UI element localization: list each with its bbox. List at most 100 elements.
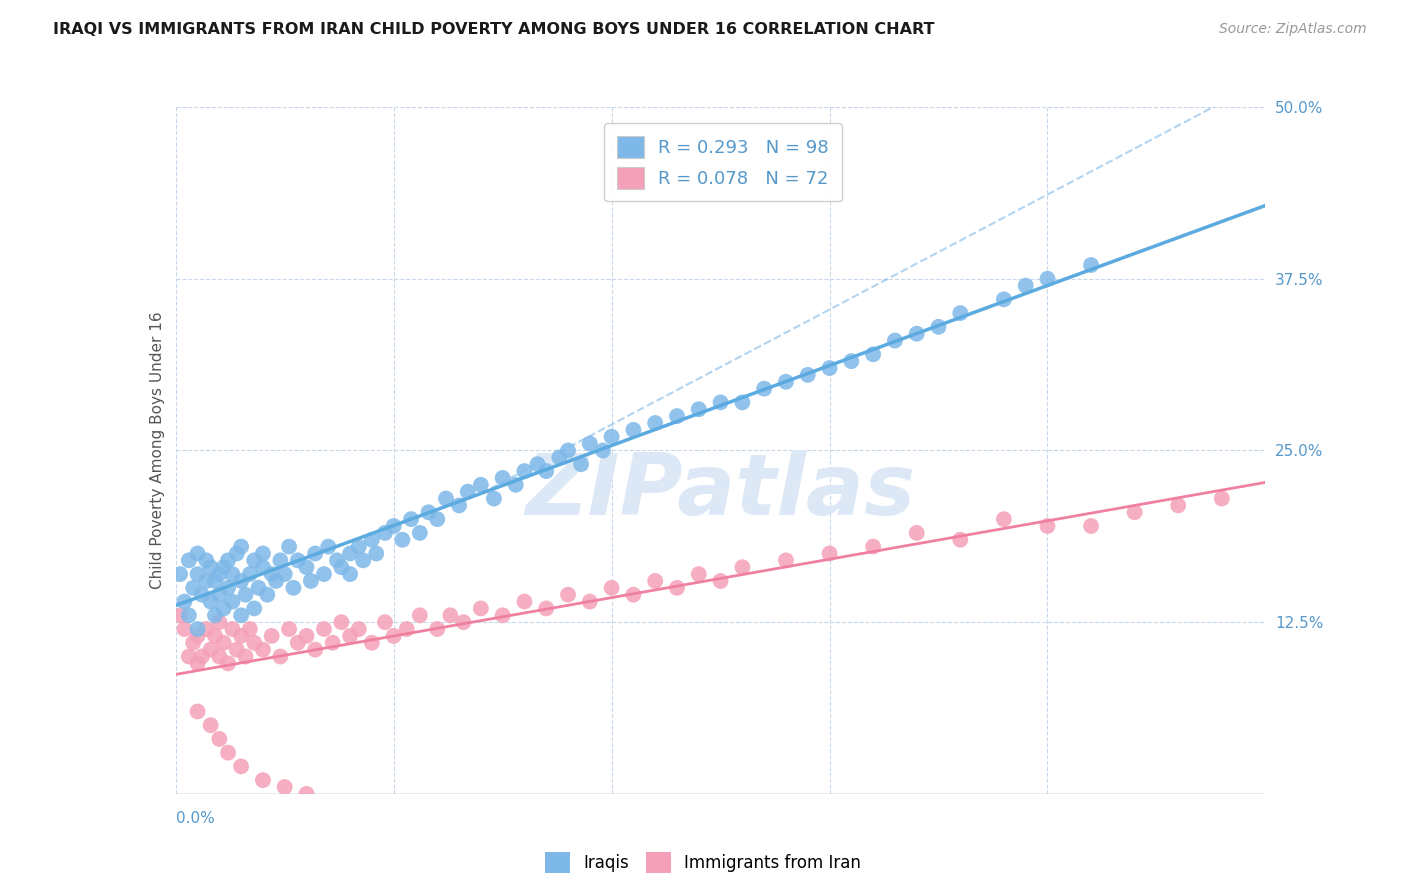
Point [470,601,492,615]
Point [269,553,291,567]
Point [252,773,274,788]
Point [557,443,579,458]
Point [470,478,492,492]
Point [775,553,797,567]
Point [505,478,527,492]
Point [231,759,253,773]
Point [1211,491,1233,506]
Point [212,560,235,574]
Point [200,560,222,574]
Point [195,622,218,636]
Point [225,546,247,561]
Point [731,395,754,409]
Point [326,553,349,567]
Point [173,622,195,636]
Legend: R = 0.293   N = 98, R = 0.078   N = 72: R = 0.293 N = 98, R = 0.078 N = 72 [605,123,842,202]
Point [710,574,733,588]
Point [526,457,548,471]
Point [644,574,666,588]
Point [231,574,253,588]
Point [287,636,309,650]
Point [243,601,266,615]
Text: ZIPatlas: ZIPatlas [526,450,915,533]
Point [796,368,818,382]
Point [264,574,287,588]
Point [208,567,231,582]
Point [949,306,972,320]
Point [195,553,218,567]
Point [600,581,623,595]
Point [208,731,231,746]
Point [322,636,344,650]
Point [225,642,247,657]
Point [217,657,239,671]
Point [208,615,231,630]
Point [644,416,666,430]
Point [1123,505,1146,519]
Point [513,464,536,478]
Point [339,629,361,643]
Point [208,649,231,664]
Text: 0.0%: 0.0% [176,811,215,826]
Point [1167,499,1189,513]
Point [252,642,274,657]
Point [231,540,253,554]
Point [243,636,266,650]
Point [204,629,226,643]
Point [579,436,602,450]
Point [534,601,557,615]
Point [482,491,505,506]
Point [173,594,195,608]
Point [905,326,928,341]
Y-axis label: Child Poverty Among Boys Under 16: Child Poverty Among Boys Under 16 [149,311,165,590]
Point [186,567,209,582]
Point [256,588,278,602]
Point [862,347,884,361]
Legend: Iraqis, Immigrants from Iran: Iraqis, Immigrants from Iran [538,846,868,880]
Point [905,525,928,540]
Point [260,567,283,582]
Point [374,525,396,540]
Point [247,581,270,595]
Point [278,622,301,636]
Point [439,608,461,623]
Point [221,594,243,608]
Point [212,601,235,615]
Point [252,546,274,561]
Point [818,361,841,376]
Point [395,622,418,636]
Point [949,533,972,547]
Point [621,588,644,602]
Point [366,546,388,561]
Point [688,402,710,417]
Point [382,629,405,643]
Point [221,622,243,636]
Point [318,540,340,554]
Point [360,533,382,547]
Point [928,319,950,334]
Point [1036,519,1059,533]
Point [347,540,370,554]
Point [818,546,841,561]
Point [409,525,432,540]
Point [212,636,235,650]
Point [295,560,318,574]
Point [177,553,200,567]
Point [186,657,209,671]
Point [169,567,191,582]
Point [186,622,209,636]
Point [235,649,257,664]
Point [492,471,515,485]
Point [1015,278,1038,293]
Point [177,608,200,623]
Point [600,430,623,444]
Point [666,409,689,423]
Point [1080,519,1102,533]
Text: Source: ZipAtlas.com: Source: ZipAtlas.com [1219,22,1367,37]
Point [426,512,449,526]
Point [186,546,209,561]
Point [426,622,449,636]
Point [447,499,470,513]
Point [453,615,475,630]
Point [457,484,479,499]
